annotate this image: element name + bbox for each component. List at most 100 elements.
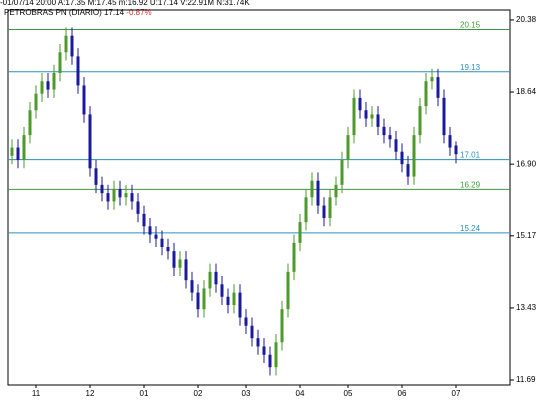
level-label: 17.01 [460,151,481,160]
candle-body [352,97,356,136]
candle-body [142,213,146,227]
candle-body [118,189,122,198]
candle-body [310,180,314,198]
candle-body [70,35,74,57]
candle-body [136,201,140,214]
last-price: 17.14 [104,8,125,17]
x-tick-label: 02 [194,389,203,398]
candle-body [454,145,458,155]
candle-body [286,271,290,310]
candle-body [400,151,404,165]
candle-body [448,135,452,148]
candle-body [220,284,224,297]
candle-body [346,135,350,160]
title: PETROBRAS PN (DIARIO) [4,8,102,17]
y-tick-label: 15.17 [516,231,537,240]
chart-title: PETROBRAS PN (DIARIO) 17.14 -0.87% [4,8,152,17]
candle-body [112,189,116,202]
y-tick-label: 11.69 [516,375,536,384]
candle-body [250,325,254,339]
candle-body [124,193,128,198]
candle-body [436,77,440,98]
x-tick-label: 04 [296,389,305,398]
candle-body [226,296,230,306]
candle-body [394,139,398,152]
candle-body [322,205,326,219]
candle-body [244,317,248,326]
candle-body [412,135,416,177]
x-tick-label: 05 [344,389,353,398]
candle-body [304,197,308,223]
candle-body [58,52,62,73]
candle-body [190,280,194,293]
candle-body [280,309,284,343]
candle-body [424,81,428,107]
candle-body [88,114,92,169]
x-tick-label: 01 [140,389,149,398]
y-tick-label: 13.43 [516,303,537,312]
x-tick-label: 11 [32,389,41,398]
candle-body [16,147,20,160]
y-tick-label: 20.38 [516,15,537,24]
candle-body [358,97,362,111]
candle-body [172,251,176,268]
candle-body [46,81,50,90]
candle-body [334,184,338,198]
candle-body [130,193,134,202]
candle-body [214,271,218,285]
candle-body [292,242,296,272]
level-label: 20.15 [460,21,481,30]
candle-body [100,184,104,194]
candle-body [94,168,98,185]
candle-body [148,226,152,235]
candle-body [232,292,236,306]
candle-body [370,114,374,119]
candle-body [64,35,68,53]
candle-body [376,114,380,127]
y-tick-label: 16.90 [516,159,537,168]
candle-body [340,160,344,185]
candle-body [430,77,434,82]
candle-body [238,292,242,318]
level-label: 16.29 [460,181,481,190]
candle-body [316,180,320,206]
candle-body [364,110,368,119]
candle-body [418,106,422,136]
candle-body [40,81,44,94]
candle-body [442,97,446,136]
info-line: -01/07/14 20:00 A:17.35 M:17.45 m:16.92 … [0,0,250,7]
y-tick-label: 18.64 [516,87,537,96]
candle-body [382,126,386,136]
plot-frame [7,9,511,386]
candle-body [262,346,266,355]
candle-body [256,338,260,347]
candle-body [406,164,410,177]
candle-body [106,193,110,202]
candle-body [10,147,14,156]
candle-body [388,135,392,140]
candle-body [208,271,212,289]
candle-body [268,354,272,368]
candle-body [328,197,332,219]
change: -0.87% [126,8,151,17]
x-tick-label: 12 [86,389,95,398]
candle-body [76,56,80,86]
x-tick-label: 03 [242,389,251,398]
candle-body [160,238,164,248]
candle-body [184,259,188,281]
x-tick-label: 06 [398,389,407,398]
candle-body [166,247,170,252]
x-tick-label: 07 [452,389,461,398]
candle-body [52,72,56,90]
candle-body [196,292,200,310]
level-label: 19.13 [460,63,481,72]
candle-body [34,93,38,111]
candle-body [298,222,302,243]
candle-body [28,110,32,136]
candle-body [22,135,26,160]
level-label: 15.24 [460,224,481,233]
candle-body [202,288,206,310]
candle-body [178,259,182,268]
candle-body [82,85,86,115]
